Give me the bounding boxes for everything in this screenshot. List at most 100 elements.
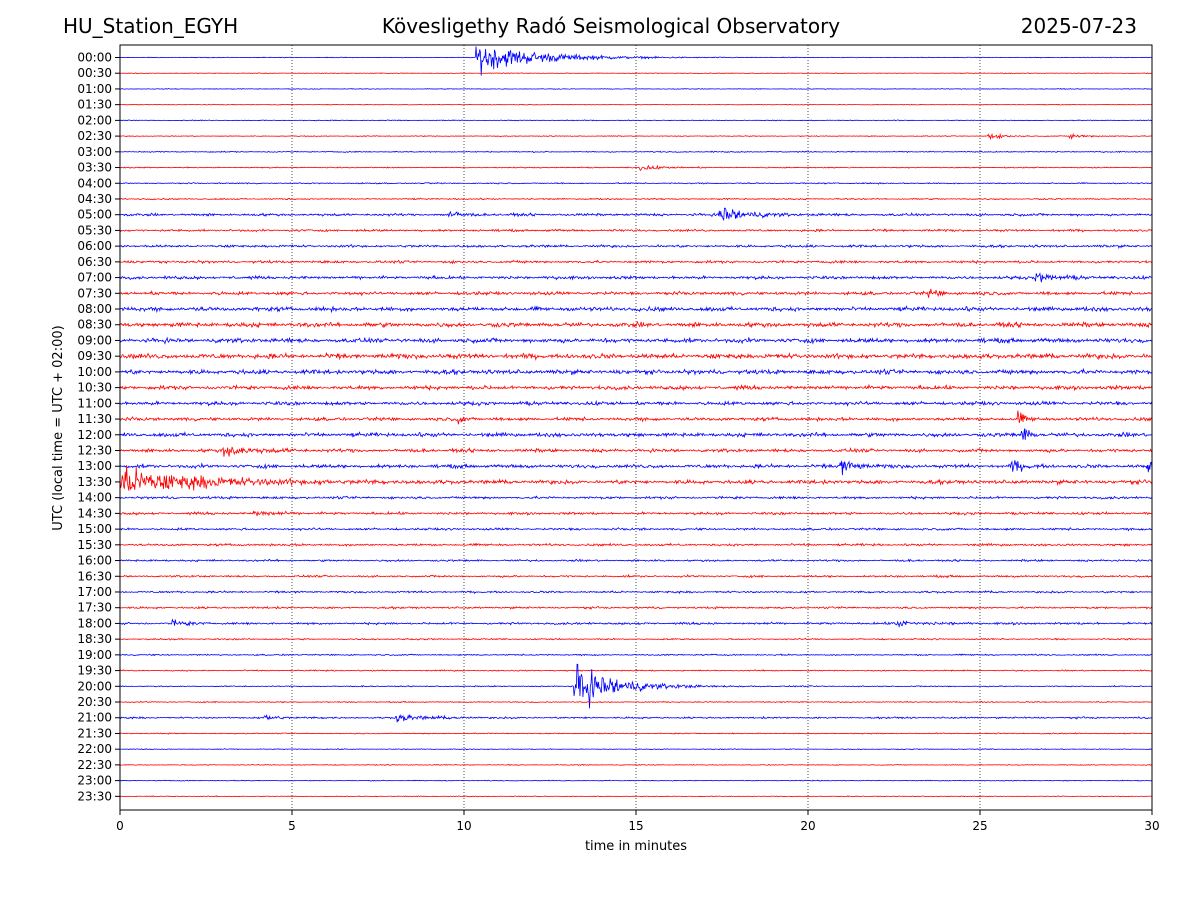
trace-1030 [119, 383, 1153, 392]
y-tick-label-16: 08:00 [77, 302, 112, 316]
trace-0830 [119, 320, 1153, 329]
chart-title: Kövesligethy Radó Seismological Observat… [381, 14, 841, 38]
y-tick-label-3: 01:30 [77, 98, 112, 112]
trace-0600 [119, 243, 1153, 250]
y-tick-label-42: 21:00 [77, 711, 112, 725]
x-axis: 0 5 10 15 20 25 30 [116, 810, 1160, 833]
y-tick-label-19: 09:30 [77, 349, 112, 363]
trace-0300 [119, 150, 1153, 154]
trace-0630 [119, 259, 1153, 265]
trace-2130 [119, 732, 1153, 735]
trace-1400 [119, 495, 1153, 501]
trace-0930 [119, 351, 1153, 362]
trace-1100 [119, 399, 1153, 407]
trace-0030 [119, 72, 1153, 75]
y-tick-label-39: 19:30 [77, 664, 112, 678]
trace-1600 [119, 558, 1153, 563]
y-tick-label-33: 16:30 [77, 569, 112, 583]
y-tick-label-41: 20:30 [77, 695, 112, 709]
trace-2030 [119, 700, 1153, 704]
y-tick-label-20: 10:00 [77, 365, 112, 379]
trace-1800 [119, 618, 1153, 628]
y-tick-label-11: 05:30 [77, 223, 112, 237]
y-tick-label-28: 14:00 [77, 491, 112, 505]
trace-2230 [119, 763, 1153, 766]
y-tick-label-2: 01:00 [77, 82, 112, 96]
x-axis-label: time in minutes [585, 839, 687, 854]
y-tick-label-38: 19:00 [77, 648, 112, 662]
y-tick-label-47: 23:30 [77, 789, 112, 803]
x-tick-label-1: 5 [288, 819, 296, 833]
x-tick-label-4: 20 [800, 819, 815, 833]
x-tick-label-3: 15 [628, 819, 643, 833]
x-tick-label-0: 0 [116, 819, 124, 833]
y-tick-label-1: 00:30 [77, 66, 112, 80]
y-tick-label-26: 13:00 [77, 459, 112, 473]
trace-1500 [119, 527, 1153, 532]
trace-0400 [119, 181, 1153, 185]
y-tick-label-15: 07:30 [77, 286, 112, 300]
y-tick-label-46: 23:00 [77, 774, 112, 788]
trace-0100 [119, 87, 1152, 90]
trace-2000 [119, 663, 1153, 709]
trace-1700 [119, 589, 1153, 595]
trace-0500 [119, 207, 1153, 222]
trace-2100 [119, 713, 1153, 723]
y-tick-label-43: 21:30 [77, 726, 112, 740]
trace-2200 [119, 748, 1153, 751]
trace-2300 [119, 779, 1153, 782]
x-tick-label-5: 25 [972, 819, 987, 833]
trace-0800 [119, 305, 1153, 314]
trace-1630 [119, 573, 1153, 579]
trace-0330 [119, 164, 1153, 171]
x-tick-label-2: 10 [456, 819, 471, 833]
trace-1130 [119, 410, 1153, 425]
y-tick-label-35: 17:30 [77, 601, 112, 615]
y-tick-label-12: 06:00 [77, 239, 112, 253]
y-tick-label-34: 17:00 [77, 585, 112, 599]
y-tick-label-17: 08:30 [77, 318, 112, 332]
y-axis-label: UTC (local time = UTC + 02:00) [51, 325, 66, 530]
trace-1330 [119, 465, 1153, 491]
x-tick-label-6: 30 [1144, 819, 1159, 833]
trace-1430 [119, 510, 1153, 517]
grid-lines [291, 45, 981, 810]
y-tick-label-21: 10:30 [77, 381, 112, 395]
y-tick-label-24: 12:00 [77, 428, 112, 442]
y-tick-label-25: 12:30 [77, 444, 112, 458]
trace-1230 [119, 446, 1153, 457]
trace-0700 [119, 272, 1153, 283]
trace-1730 [119, 605, 1153, 610]
y-tick-label-22: 11:00 [77, 396, 112, 410]
y-tick-label-14: 07:00 [77, 271, 112, 285]
y-tick-label-30: 15:00 [77, 522, 112, 536]
y-tick-label-37: 18:30 [77, 632, 112, 646]
trace-0730 [119, 288, 1153, 298]
trace-0900 [119, 336, 1153, 345]
trace-0200 [119, 119, 1153, 122]
y-tick-label-29: 14:30 [77, 506, 112, 520]
y-tick-label-8: 04:00 [77, 176, 112, 190]
trace-2330 [119, 795, 1153, 798]
date-label: 2025-07-23 [1020, 14, 1137, 38]
trace-0530 [119, 228, 1153, 233]
trace-0430 [119, 197, 1153, 201]
y-tick-label-9: 04:30 [77, 192, 112, 206]
y-tick-label-0: 00:00 [77, 51, 112, 65]
y-tick-label-36: 18:00 [77, 616, 112, 630]
seismogram-traces [119, 46, 1153, 798]
y-tick-label-31: 15:30 [77, 538, 112, 552]
y-tick-label-13: 06:30 [77, 255, 112, 269]
y-tick-label-45: 22:30 [77, 758, 112, 772]
y-tick-label-6: 03:00 [77, 145, 112, 159]
y-tick-label-23: 11:30 [77, 412, 112, 426]
y-tick-label-5: 02:30 [77, 129, 112, 143]
trace-0000 [119, 46, 1153, 76]
trace-1830 [120, 637, 1153, 641]
trace-1300 [119, 460, 1153, 476]
station-label: HU_Station_EGYH [63, 14, 239, 38]
trace-1200 [119, 428, 1153, 440]
y-tick-label-32: 16:00 [77, 554, 112, 568]
trace-1930 [119, 669, 1153, 672]
